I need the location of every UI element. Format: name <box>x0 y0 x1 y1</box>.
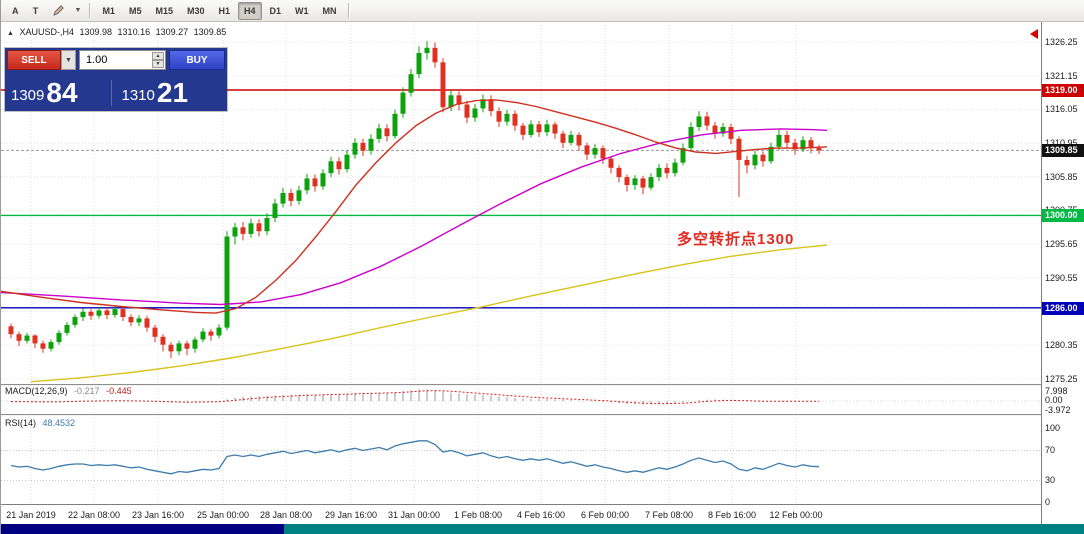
time-axis-label: 6 Feb 00:00 <box>580 510 630 520</box>
macd-panel-separator[interactable] <box>1 384 1084 386</box>
indicator-axis-label: 0 <box>1045 497 1051 507</box>
macd-value: -0.217 <box>74 386 100 396</box>
indicator-axis-label: 30 <box>1045 475 1056 485</box>
volume-box: ▲ ▼ <box>79 50 166 70</box>
timeframe-MN[interactable]: MN <box>317 2 343 20</box>
horizontal-scrollbar-track[interactable] <box>1 524 1084 534</box>
one-click-trading-panel: SELL ▼ ▲ ▼ BUY 1309 84 1310 <box>5 48 227 111</box>
timeframe-M15[interactable]: M15 <box>149 2 179 20</box>
time-axis-label: 23 Jan 16:00 <box>131 510 185 520</box>
ohlc-low: 1309.27 <box>155 27 189 37</box>
chart-canvas[interactable]: ▲ XAUUSD-,H4 1309.98 1310.16 1309.27 130… <box>1 22 1084 524</box>
volume-up-icon[interactable]: ▲ <box>152 52 164 60</box>
indicator-axis-label: -3.972 <box>1045 405 1071 415</box>
timeframe-M1[interactable]: M1 <box>96 2 121 20</box>
horizontal-scrollbar-thumb[interactable] <box>1 524 284 534</box>
timeframe-H4[interactable]: H4 <box>238 2 262 20</box>
rsi-value: 48.4532 <box>42 418 76 428</box>
price-axis-label: 1305.85 <box>1045 172 1078 182</box>
time-axis-label: 12 Feb 00:00 <box>769 510 823 520</box>
draw-tool-button[interactable] <box>47 2 70 20</box>
indicator-axis-label: 100 <box>1045 423 1061 433</box>
indicator-axis-label: 0.00 <box>1045 395 1063 405</box>
collapse-triangle-icon[interactable]: ▲ <box>7 30 14 37</box>
tool-button-a[interactable]: A <box>6 2 25 20</box>
price-axis-label: 1321.15 <box>1045 71 1078 81</box>
time-axis-label: 22 Jan 08:00 <box>67 510 121 520</box>
draw-tool-caret[interactable]: ▼ <box>72 2 85 20</box>
price-axis-label: 1310.95 <box>1045 138 1078 148</box>
toolbar-separator <box>347 3 350 18</box>
ohlc-high: 1310.16 <box>117 27 151 37</box>
buy-price: 1310 21 <box>110 77 222 108</box>
toolbar-separator <box>89 3 92 18</box>
chart-svg <box>1 22 1041 504</box>
time-axis-label: 21 Jan 2019 <box>6 510 56 520</box>
time-axis-label: 29 Jan 16:00 <box>324 510 378 520</box>
time-axis-label: 7 Feb 08:00 <box>644 510 694 520</box>
ohlc-close: 1309.85 <box>193 27 227 37</box>
timeframes-group: M1 M5 M15 M30 H1 H4 D1 W1 MN <box>95 1 343 20</box>
time-axis-label: 4 Feb 16:00 <box>516 510 566 520</box>
ohlc-open: 1309.98 <box>79 27 113 37</box>
tool-button-t[interactable]: T <box>27 2 45 20</box>
rsi-name: RSI(14) <box>5 418 37 428</box>
time-axis-label: 1 Feb 08:00 <box>453 510 503 520</box>
sell-price-big: 84 <box>46 77 78 108</box>
volume-input[interactable] <box>80 51 165 69</box>
timeframe-W1[interactable]: W1 <box>289 2 315 20</box>
price-axis-label: 1295.65 <box>1045 239 1078 249</box>
indicator-axis-label: 70 <box>1045 445 1056 455</box>
macd-label: MACD(12,26,9) -0.217 -0.445 <box>5 386 132 396</box>
price-axis-label: 1316.05 <box>1045 104 1078 114</box>
price-axis-label: 1326.25 <box>1045 37 1078 47</box>
sell-price-main: 1309 <box>11 87 45 104</box>
timeframe-D1[interactable]: D1 <box>264 2 288 20</box>
rsi-panel-separator[interactable] <box>1 414 1084 416</box>
time-axis-label: 25 Jan 00:00 <box>196 510 250 520</box>
timeframe-M30[interactable]: M30 <box>181 2 211 20</box>
buy-price-main: 1310 <box>121 87 155 104</box>
price-tag-1286.00: 1286.00 <box>1042 302 1084 315</box>
volume-spinner: ▲ ▼ <box>152 52 164 68</box>
sell-button[interactable]: SELL <box>7 50 61 70</box>
sell-price: 1309 84 <box>11 77 111 108</box>
timeframe-H1[interactable]: H1 <box>213 2 237 20</box>
price-axis-label: 1275.25 <box>1045 374 1078 384</box>
price-axis-label: 1290.55 <box>1045 273 1078 283</box>
time-axis-label: 31 Jan 00:00 <box>387 510 441 520</box>
price-tag-1319.00: 1319.00 <box>1042 84 1084 97</box>
macd-signal-value: -0.445 <box>106 386 132 396</box>
macd-name: MACD(12,26,9) <box>5 386 68 396</box>
chart-ohlc-header: ▲ XAUUSD-,H4 1309.98 1310.16 1309.27 130… <box>7 27 229 37</box>
chart-annotation-text: 多空转折点1300 <box>677 231 795 248</box>
buy-button[interactable]: BUY <box>169 50 225 70</box>
timeframe-M5[interactable]: M5 <box>123 2 148 20</box>
time-axis-label: 8 Feb 16:00 <box>707 510 757 520</box>
time-axis-label: 28 Jan 08:00 <box>259 510 313 520</box>
order-type-caret[interactable]: ▼ <box>61 50 76 70</box>
rsi-label: RSI(14) 48.4532 <box>5 418 75 428</box>
price-tag-1309.85: 1309.85 <box>1042 144 1084 157</box>
buy-price-big: 21 <box>156 77 189 108</box>
time-axis[interactable]: 21 Jan 2019 22 Jan 08:00 23 Jan 16:00 25 Ja… <box>1 504 1041 524</box>
price-axis-label: 1280.35 <box>1045 340 1078 350</box>
price-axis[interactable]: 1326.25 1321.15 1316.05 1310.95 1305.85 1300.… <box>1041 22 1084 524</box>
volume-down-icon[interactable]: ▼ <box>152 60 164 68</box>
pencil-icon <box>52 5 64 16</box>
indicator-axis-label: 7.998 <box>1045 386 1068 396</box>
chart-symbol: XAUUSD-,H4 <box>19 27 74 37</box>
chart-shift-marker[interactable] <box>1030 29 1038 39</box>
price-tag-1300.00: 1300.00 <box>1042 209 1084 222</box>
